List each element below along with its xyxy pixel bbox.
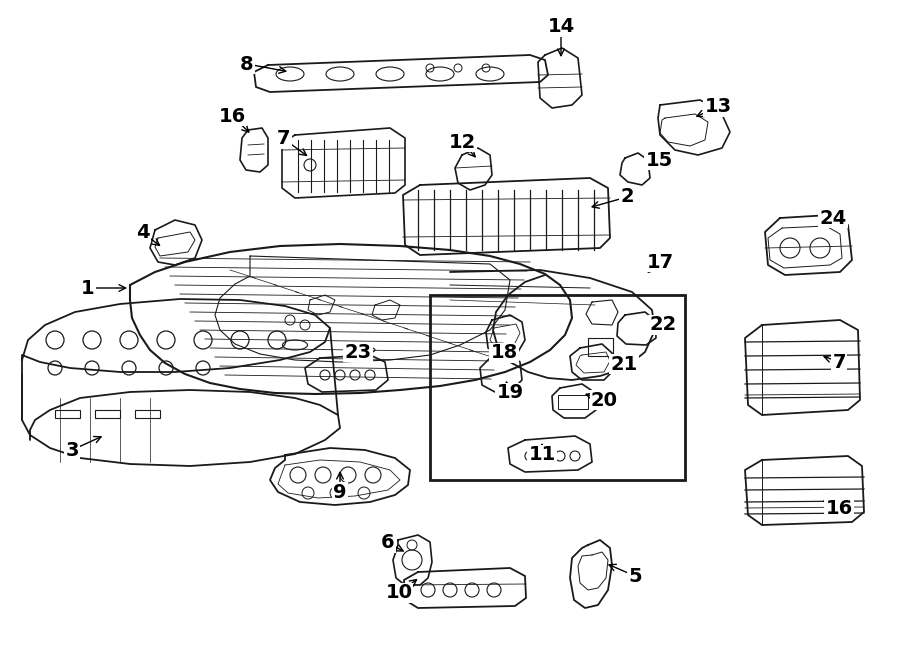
Text: 6: 6 [382, 533, 395, 553]
Bar [588, 338, 613, 356]
Text: 17: 17 [646, 253, 673, 272]
Text: 16: 16 [825, 500, 852, 518]
Text: 21: 21 [610, 354, 637, 373]
Text: 16: 16 [219, 106, 246, 126]
Text: 19: 19 [497, 383, 524, 403]
Text: 15: 15 [645, 151, 672, 169]
Text: 12: 12 [448, 132, 475, 151]
Text: 13: 13 [705, 98, 732, 116]
Text: 2: 2 [620, 188, 634, 206]
Text: 7: 7 [832, 352, 846, 371]
Text: 20: 20 [590, 391, 617, 410]
Text: 24: 24 [819, 208, 847, 227]
Text: 9: 9 [333, 483, 346, 502]
Text: 4: 4 [136, 223, 149, 243]
Text: 11: 11 [528, 446, 555, 465]
Bar [135, 410, 160, 418]
Text: 22: 22 [650, 315, 677, 334]
Text: 10: 10 [385, 584, 412, 602]
Text: 1: 1 [81, 278, 94, 297]
Bar [55, 410, 80, 418]
Text: 18: 18 [491, 344, 518, 362]
Text: 7: 7 [277, 130, 291, 149]
Bar [558, 395, 588, 409]
Text: 3: 3 [65, 440, 79, 459]
Text: 5: 5 [628, 566, 642, 586]
Text: 23: 23 [345, 342, 372, 362]
Bar [430, 295, 685, 480]
Bar [95, 410, 120, 418]
Text: 14: 14 [547, 17, 574, 36]
Text: 8: 8 [240, 54, 254, 73]
